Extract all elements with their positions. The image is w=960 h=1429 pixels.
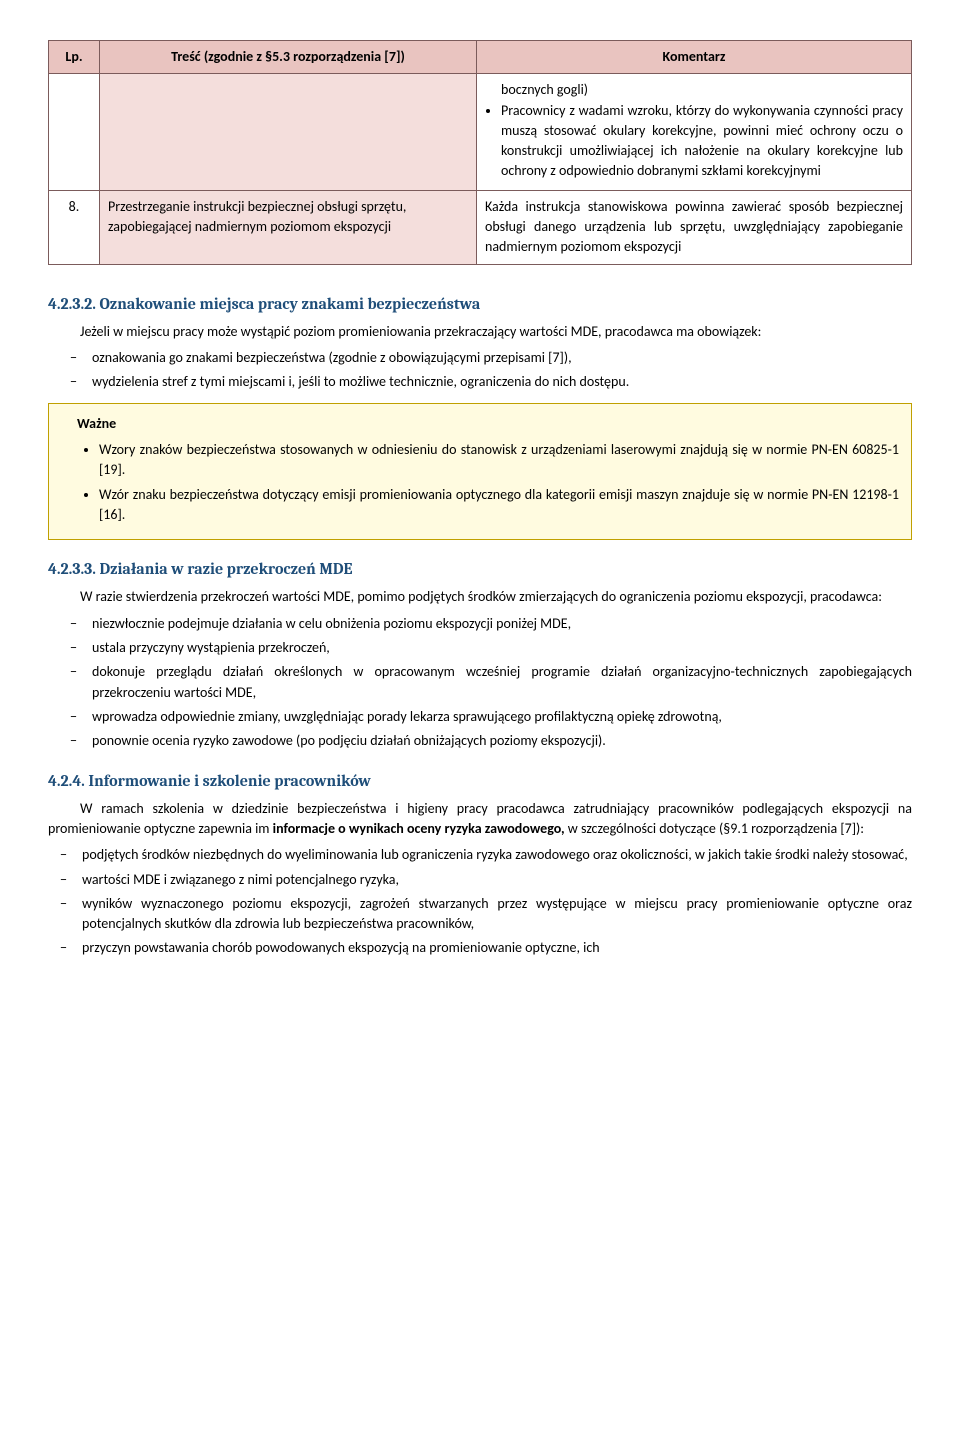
heading-4-2-3-2: 4.2.3.2. Oznakowanie miejsca pracy znaka… <box>48 293 912 316</box>
list-item: dokonuje przeglądu działań określonych w… <box>92 662 912 703</box>
paragraph: W ramach szkolenia w dziedzinie bezpiecz… <box>48 799 912 840</box>
cell-tresc: Przestrzeganie instrukcji bezpiecznej ob… <box>100 190 477 264</box>
cell-kom: bocznych gogli) Pracownicy z wadami wzro… <box>477 74 912 190</box>
text: w szczególności dotyczące (§9.1 rozporzą… <box>568 820 864 837</box>
dash-list: oznakowania go znakami bezpieczeństwa (z… <box>48 348 912 393</box>
th-lp: Lp. <box>49 41 100 74</box>
list-item: wyników wyznaczonego poziomu ekspozycji,… <box>82 894 912 935</box>
dash-list: niezwłocznie podejmuje działania w celu … <box>48 614 912 752</box>
list-item: wartości MDE i związanego z nimi potencj… <box>82 870 912 890</box>
list-item: niezwłocznie podejmuje działania w celu … <box>92 614 912 634</box>
list-item: ponownie ocenia ryzyko zawodowe (po podj… <box>92 731 912 751</box>
dash-list: podjętych środków niezbędnych do wyelimi… <box>48 845 912 958</box>
kom-bullet: Pracownicy z wadami wzroku, którzy do wy… <box>501 101 903 182</box>
heading-4-2-4: 4.2.4. Informowanie i szkolenie pracowni… <box>48 770 912 793</box>
kom-intro: bocznych gogli) <box>485 80 903 100</box>
dot-list: Wzory znaków bezpieczeństwa stosowanych … <box>61 440 899 525</box>
list-item: oznakowania go znakami bezpieczeństwa (z… <box>92 348 912 368</box>
list-item: ustala przyczyny wystąpienia przekroczeń… <box>92 638 912 658</box>
list-item: podjętych środków niezbędnych do wyelimi… <box>82 845 912 865</box>
note-box: Ważne Wzory znaków bezpieczeństwa stosow… <box>48 403 912 540</box>
paragraph: W razie stwierdzenia przekroczeń wartośc… <box>48 587 912 607</box>
list-item: Wzory znaków bezpieczeństwa stosowanych … <box>99 440 899 481</box>
cell-tresc <box>100 74 477 190</box>
regulation-table: Lp. Treść (zgodnie z §5.3 rozporządzenia… <box>48 40 912 265</box>
list-item: wprowadza odpowiednie zmiany, uwzględnia… <box>92 707 912 727</box>
list-item: wydzielenia stref z tymi miejscami i, je… <box>92 372 912 392</box>
heading-4-2-3-3: 4.2.3.3. Działania w razie przekroczeń M… <box>48 558 912 581</box>
th-tresc: Treść (zgodnie z §5.3 rozporządzenia [7]… <box>100 41 477 74</box>
bold-text: informacje o wynikach oceny ryzyka zawod… <box>273 820 565 837</box>
paragraph: Jeżeli w miejscu pracy może wystąpić poz… <box>48 322 912 342</box>
cell-lp: 8. <box>49 190 100 264</box>
note-label: Ważne <box>77 414 899 434</box>
cell-kom: Każda instrukcja stanowiskowa powinna za… <box>477 190 912 264</box>
th-kom: Komentarz <box>477 41 912 74</box>
cell-lp <box>49 74 100 190</box>
list-item: Wzór znaku bezpieczeństwa dotyczący emis… <box>99 485 899 526</box>
table-row: 8. Przestrzeganie instrukcji bezpiecznej… <box>49 190 912 264</box>
table-row: bocznych gogli) Pracownicy z wadami wzro… <box>49 74 912 190</box>
list-item: przyczyn powstawania chorób powodowanych… <box>82 938 912 958</box>
